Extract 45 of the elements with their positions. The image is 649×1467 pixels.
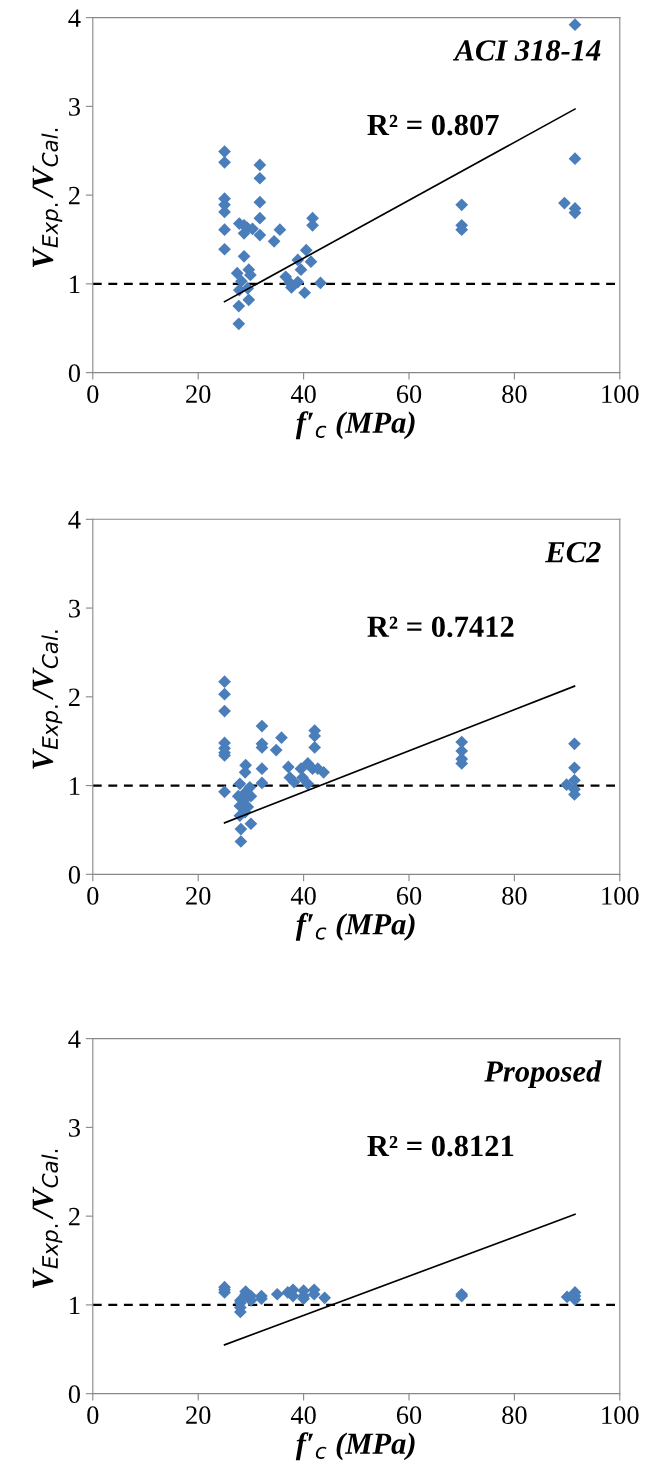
x-tick-label: 80 (502, 385, 527, 403)
x-tick-label: 40 (290, 385, 316, 403)
x-tick-label: 100 (602, 886, 639, 905)
x-tick-label: 60 (396, 1406, 422, 1425)
x-tick-label: 20 (186, 385, 211, 403)
y-tick-label: 1 (70, 275, 80, 294)
x-tick-label: 80 (502, 886, 527, 905)
y-tick-label: 3 (69, 98, 80, 116)
text: Proposed (484, 1060, 602, 1088)
x-tick-label: 0 (87, 1406, 99, 1425)
y-tick-label: 1 (70, 1296, 80, 1315)
annotation: R² = 0.807 (367, 114, 499, 136)
y-tick-label: 0 (68, 364, 80, 383)
x-tick-label: 20 (186, 1406, 211, 1425)
y-tick-label: 4 (68, 1030, 81, 1048)
x-tick-label: 60 (396, 385, 422, 403)
x-tick-label: 100 (602, 1406, 639, 1425)
x-tick-label: 100 (602, 385, 639, 403)
y-tick-label: 0 (68, 1385, 80, 1404)
annotation: R² = 0.7412 (367, 616, 514, 638)
y-tick-label: 4 (68, 9, 81, 27)
y-tick-label: 0 (68, 865, 80, 884)
x-axis-title: f′$_{c}$ (MPa) (295, 1432, 415, 1461)
y-axis-title: V$_{Exp.}$/V$_{Cal.}$ (32, 630, 63, 769)
y-tick-label: 2 (68, 186, 80, 205)
x-tick-label: 80 (502, 1406, 527, 1425)
y-tick-label: 1 (70, 777, 80, 795)
y-tick-label: 3 (69, 599, 80, 618)
x-axis-title: f′$_{c}$ (MPa) (295, 411, 415, 440)
x-tick-label: 40 (290, 886, 316, 905)
text: ACI 318-14 (452, 40, 601, 61)
y-axis-title: V$_{Exp.}$/V$_{Cal.}$ (32, 1149, 63, 1288)
x-tick-label: 0 (87, 886, 99, 905)
y-tick-label: 2 (68, 688, 80, 706)
annotation: R² = 0.8121 (367, 1135, 514, 1157)
y-tick-label: 2 (68, 1207, 80, 1226)
y-tick-label: 4 (68, 511, 81, 529)
y-tick-label: 3 (69, 1119, 80, 1137)
x-tick-label: 40 (290, 1406, 316, 1425)
x-tick-label: 0 (87, 385, 99, 403)
text: EC2 (545, 541, 601, 563)
x-axis-title: f′$_{c}$ (MPa) (295, 912, 415, 941)
x-tick-label: 60 (396, 886, 422, 905)
y-axis-title: V$_{Exp.}$/V$_{Cal.}$ (32, 128, 63, 267)
x-tick-label: 20 (186, 886, 211, 905)
